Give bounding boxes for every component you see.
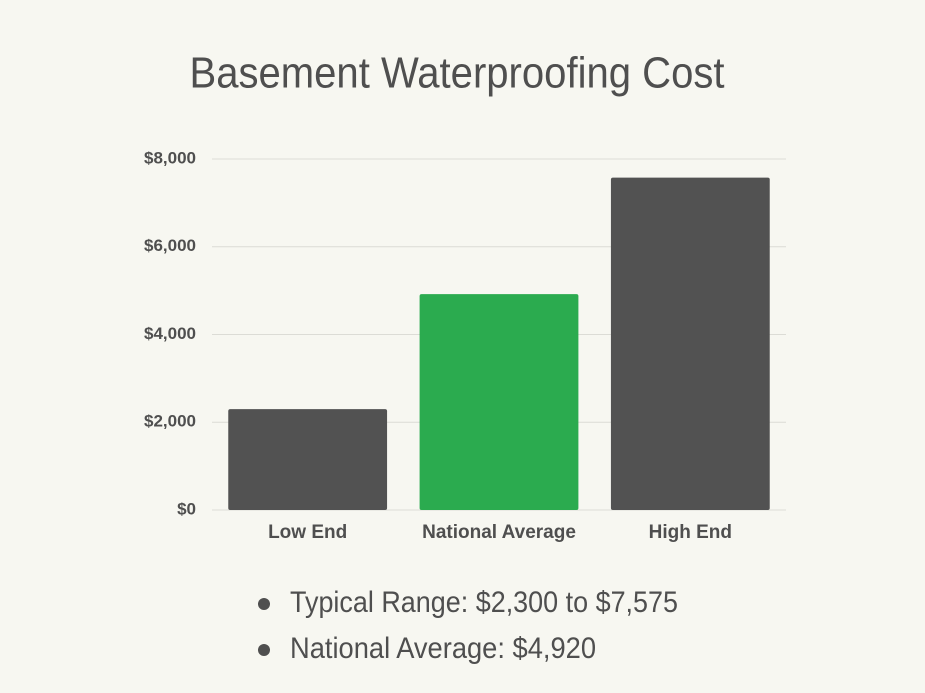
bar (419, 294, 579, 510)
y-tick-label: $2,000 (144, 412, 196, 431)
bullet (258, 644, 270, 656)
note: Typical Range: $2,300 to $7,575 (290, 586, 678, 619)
x-tick-label: Low End (268, 522, 347, 543)
bullet (258, 598, 270, 610)
y-tick-label: $0 (177, 499, 196, 518)
x-tick-label: National Average (422, 522, 576, 543)
x-tick-label: High End (649, 522, 732, 543)
chart-title: Basement Waterproofing Cost (190, 49, 725, 98)
bar (610, 177, 770, 510)
note: National Average: $4,920 (290, 632, 596, 665)
y-tick-label: $8,000 (144, 148, 196, 167)
y-tick-label: $6,000 (144, 236, 196, 255)
bar (228, 409, 388, 510)
y-tick-label: $4,000 (144, 324, 196, 343)
